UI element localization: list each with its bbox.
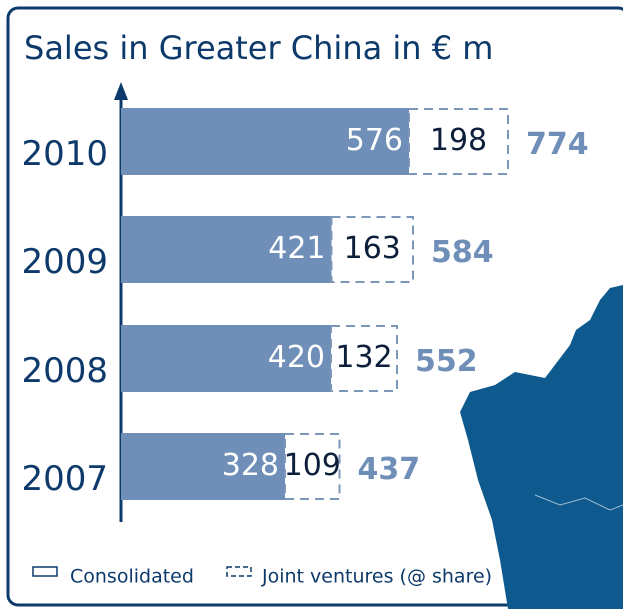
axis-arrow <box>114 82 128 100</box>
total-label: 584 <box>431 235 494 270</box>
bar <box>121 108 409 175</box>
value-label: 163 <box>344 231 401 266</box>
value-label: 198 <box>430 123 487 158</box>
value-label: 420 <box>268 340 325 375</box>
value-label: 109 <box>284 448 341 483</box>
legend-swatch <box>226 566 252 577</box>
bar <box>330 216 414 283</box>
map-border <box>534 494 623 511</box>
map <box>460 285 623 609</box>
total-label: 552 <box>415 344 478 379</box>
legend-label: Joint ventures (@ share) <box>261 566 492 588</box>
total-label: 774 <box>526 127 589 162</box>
bar <box>408 108 509 175</box>
bar <box>330 325 398 392</box>
bar <box>121 433 285 500</box>
value-label: 328 <box>222 448 279 483</box>
legend-label: Consolidated <box>70 566 194 588</box>
value-label: 132 <box>335 340 392 375</box>
bar <box>121 216 332 283</box>
y-tick-label: 2010 <box>21 134 108 174</box>
value-label: 576 <box>346 123 403 158</box>
total-label: 437 <box>358 452 421 487</box>
bar <box>121 325 331 392</box>
y-tick-label: 2008 <box>21 351 108 391</box>
chart-title: Sales in Greater China in € m <box>24 29 493 67</box>
value-label: 421 <box>268 231 325 266</box>
y-tick-label: 2009 <box>21 242 108 282</box>
y-tick-label: 2007 <box>21 459 108 499</box>
legend-swatch <box>32 566 58 577</box>
